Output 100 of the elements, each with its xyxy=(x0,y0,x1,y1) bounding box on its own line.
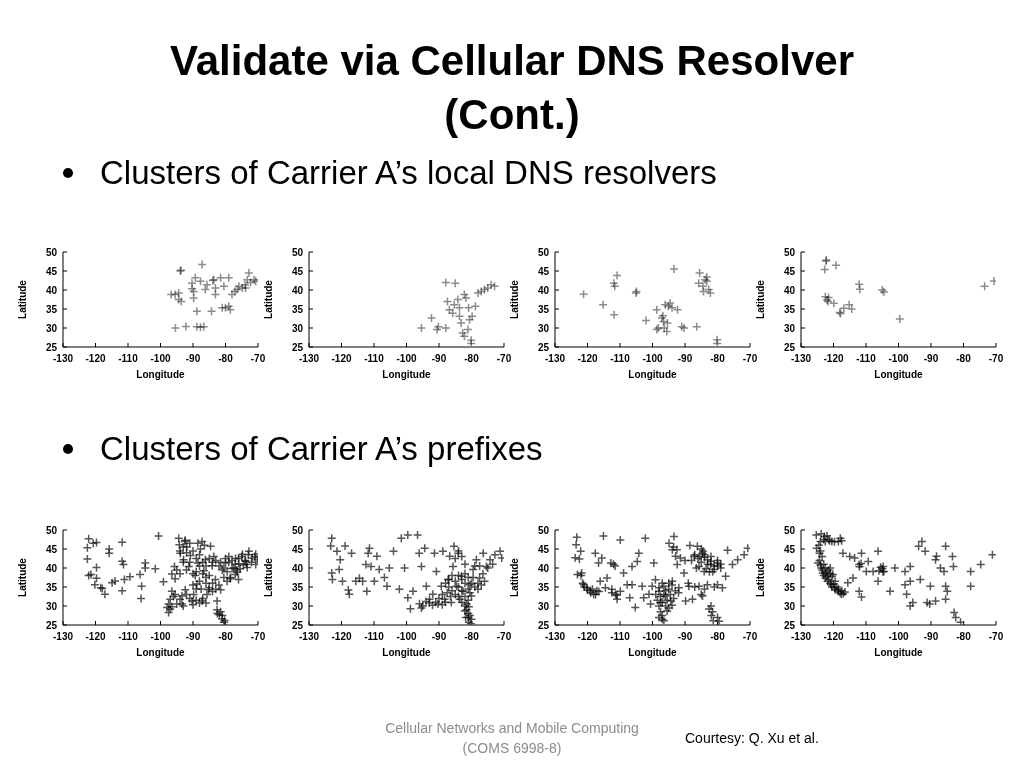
point xyxy=(188,293,199,303)
x-tick-label: -120 xyxy=(577,353,598,365)
x-tick-label: -130 xyxy=(790,631,812,643)
y-tick-label: 35 xyxy=(537,303,550,315)
text: Clusters of Carrier A’s local DNS resolvers xyxy=(100,153,717,193)
point xyxy=(416,323,427,333)
y-tick-label: 35 xyxy=(45,303,58,315)
y-tick-label: 30 xyxy=(45,600,58,612)
x-tick-label: -110 xyxy=(118,353,139,365)
y-tick-label: 40 xyxy=(291,284,304,296)
y-tick-label: 40 xyxy=(783,284,796,296)
y-tick-label: 45 xyxy=(783,543,796,555)
point xyxy=(831,260,841,271)
x-tick-label: -70 xyxy=(988,631,1004,643)
x-tick-label: -100 xyxy=(396,631,417,643)
y-tick-label: 25 xyxy=(45,619,58,631)
y-axis-title: Latitude xyxy=(262,556,274,599)
point xyxy=(456,318,466,328)
point xyxy=(450,278,460,288)
point xyxy=(192,306,202,317)
y-tick-label: 35 xyxy=(45,581,58,593)
y-tick-label: 25 xyxy=(45,341,58,353)
y-tick-label: 40 xyxy=(537,562,550,574)
point xyxy=(224,273,234,283)
x-tick-label: -110 xyxy=(364,631,385,643)
y-tick-label: 45 xyxy=(783,265,796,277)
point xyxy=(234,281,244,291)
text: Clusters of Carrier A’s prefixes xyxy=(100,429,543,469)
y-tick-label: 50 xyxy=(537,524,550,536)
point xyxy=(463,324,473,335)
y-tick-label: 50 xyxy=(783,246,796,258)
point xyxy=(895,314,905,324)
x-axis-title: Longitude xyxy=(873,369,924,380)
x-tick-label: -80 xyxy=(464,631,480,643)
x-tick-label: -80 xyxy=(218,353,234,365)
point xyxy=(578,289,589,299)
point xyxy=(839,303,849,313)
y-tick-label: 40 xyxy=(45,562,58,574)
x-tick-label: -100 xyxy=(396,353,417,365)
point xyxy=(483,283,493,293)
x-tick-label: -130 xyxy=(298,631,320,643)
y-tick-label: 30 xyxy=(783,322,796,334)
text: Validate via Cellular DNS Resolver (Cont.) xyxy=(169,36,855,140)
x-tick-label: -120 xyxy=(85,353,106,365)
x-tick-label: -130 xyxy=(298,353,320,365)
point xyxy=(844,300,854,310)
point xyxy=(441,323,451,333)
y-tick-label: 40 xyxy=(291,562,304,574)
x-tick-label: -110 xyxy=(856,353,877,365)
y-tick-label: 45 xyxy=(45,265,58,277)
y-axis-title: Latitude xyxy=(262,278,274,321)
y-tick-label: 25 xyxy=(783,619,796,631)
x-tick-label: -120 xyxy=(331,353,352,365)
y-tick-label: 45 xyxy=(537,265,550,277)
x-tick-label: -70 xyxy=(496,631,512,643)
point xyxy=(609,309,619,320)
x-tick-label: -130 xyxy=(790,353,812,365)
y-axis-title: Latitude xyxy=(16,278,28,321)
x-tick-label: -130 xyxy=(544,631,566,643)
x-tick-label: -100 xyxy=(888,353,909,365)
x-tick-label: -90 xyxy=(431,631,447,643)
y-tick-label: 40 xyxy=(537,284,550,296)
y-tick-label: 45 xyxy=(291,543,304,555)
y-tick-label: 45 xyxy=(537,543,550,555)
x-tick-label: -90 xyxy=(677,353,693,365)
x-tick-label: -110 xyxy=(610,353,631,365)
point xyxy=(705,288,716,298)
y-tick-label: 30 xyxy=(45,322,58,334)
x-tick-label: -100 xyxy=(888,631,909,643)
point xyxy=(463,303,474,313)
point xyxy=(598,300,608,310)
x-tick-label: -130 xyxy=(52,353,74,365)
x-tick-label: -110 xyxy=(118,631,139,643)
point xyxy=(181,321,191,332)
x-axis-title: Longitude xyxy=(873,647,924,658)
y-tick-label: 40 xyxy=(45,284,58,296)
x-tick-label: -110 xyxy=(364,353,385,365)
y-axis-title: Latitude xyxy=(508,278,520,321)
y-axis-title: Latitude xyxy=(754,278,766,321)
y-axis-title: Latitude xyxy=(508,556,520,599)
y-tick-label: 30 xyxy=(537,600,550,612)
y-tick-label: 40 xyxy=(783,562,796,574)
x-axis-title: Longitude xyxy=(627,369,678,380)
point xyxy=(461,293,471,303)
y-tick-label: 30 xyxy=(537,322,550,334)
point xyxy=(441,277,451,288)
x-tick-label: -100 xyxy=(642,353,663,365)
x-tick-label: -120 xyxy=(823,631,844,643)
y-tick-label: 35 xyxy=(783,581,796,593)
x-tick-label: -80 xyxy=(956,631,972,643)
x-tick-label: -130 xyxy=(52,631,74,643)
y-tick-label: 50 xyxy=(45,246,58,258)
x-tick-label: -80 xyxy=(956,353,972,365)
x-axis-title: Longitude xyxy=(381,369,432,380)
y-tick-label: 25 xyxy=(537,619,550,631)
point xyxy=(659,323,669,333)
y-tick-label: 50 xyxy=(291,246,304,258)
y-axis-title: Latitude xyxy=(16,556,28,599)
x-tick-label: -120 xyxy=(331,631,352,643)
x-tick-label: -90 xyxy=(185,353,201,365)
